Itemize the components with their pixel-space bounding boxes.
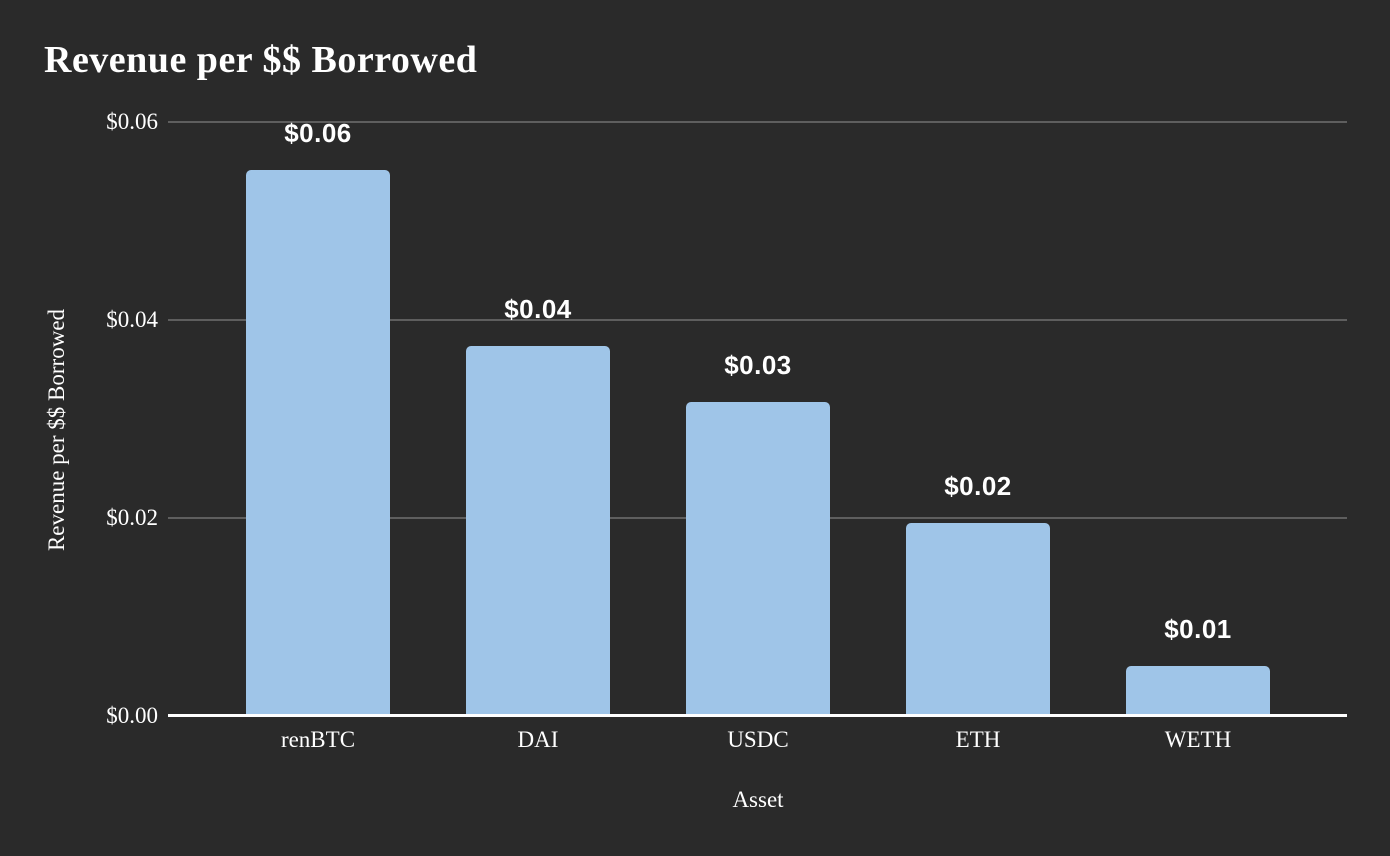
bar-value-WETH: $0.01 [1164,613,1232,644]
y-tick-$0.04: $0.04 [106,307,158,332]
bar-renBTC [246,169,390,716]
x-axis-line [168,714,1347,717]
bar-value-renBTC: $0.06 [284,117,352,148]
gridline-$0.06 [168,121,1347,123]
y-tick-$0.00: $0.00 [106,703,158,728]
y-tick-$0.06: $0.06 [106,109,158,134]
x-tick-ETH: ETH [955,727,1001,752]
x-axis-title: Asset [732,787,784,812]
x-tick-WETH: WETH [1164,727,1232,752]
bar-ETH [906,522,1050,716]
x-tick-USDC: USDC [727,727,789,752]
x-tick-DAI: DAI [517,727,559,752]
gridline-$0.04 [168,319,1347,321]
y-tick-$0.02: $0.02 [106,505,158,530]
chart-title: Revenue per $$ Borrowed [44,39,478,81]
bar-value-USDC: $0.03 [724,350,792,381]
bar-value-ETH: $0.02 [944,470,1012,501]
bar-value-DAI: $0.04 [504,293,572,324]
bar-USDC [686,402,830,716]
bar-DAI [466,345,610,716]
bar-WETH [1126,665,1270,716]
x-tick-renBTC: renBTC [280,727,356,752]
